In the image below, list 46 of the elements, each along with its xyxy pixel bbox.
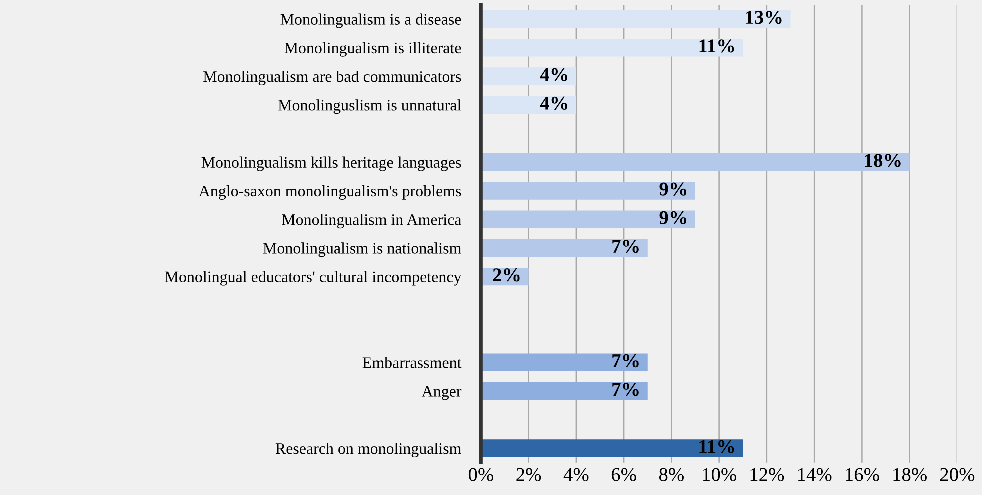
y-tick-label: Embarrassment: [362, 357, 462, 368]
bar: [481, 239, 648, 258]
bar: [481, 382, 648, 400]
y-tick-label: Anger: [422, 386, 462, 400]
x-tick-label: 4%: [564, 468, 589, 482]
x-tick-label: 18%: [894, 468, 927, 482]
bar: [481, 354, 648, 372]
y-tick-label: Monolinguslism is unnatural: [278, 100, 462, 114]
x-tick-label: 8%: [659, 468, 684, 482]
bar: [481, 39, 744, 57]
data-label: 4%: [540, 96, 568, 110]
y-tick-label: Monolingualism kills heritage languages: [202, 156, 462, 172]
bar: [481, 153, 910, 172]
data-label: 9%: [660, 211, 687, 225]
data-label: 7%: [612, 240, 639, 254]
data-label: 11%: [700, 440, 734, 454]
x-tick-label: 12%: [750, 468, 784, 482]
data-label: 9%: [660, 182, 687, 196]
data-label: 7%: [612, 383, 639, 396]
y-tick-label: Monolingualism is nationalism: [263, 242, 462, 258]
y-tick-label: Monolingualism are bad communicators: [204, 70, 462, 86]
y-tick-label: Monolingualism is a disease: [280, 14, 462, 28]
y-tick-label: Research on monolingualism: [276, 442, 462, 458]
x-tick-label: 20%: [940, 468, 975, 482]
data-label: 11%: [700, 40, 734, 53]
y-tick-label: Monolingual educators' cultural incompetency: [165, 271, 462, 286]
x-tick-label: 6%: [612, 468, 636, 482]
bar: [481, 96, 576, 114]
data-label: 7%: [612, 354, 639, 368]
x-tick-label: 14%: [798, 468, 832, 482]
data-label: 13%: [746, 11, 782, 24]
y-tick-label: Monolingualism is illiterate: [284, 42, 462, 57]
x-tick-label: 10%: [703, 468, 736, 482]
bar: [481, 210, 696, 228]
data-label: 2%: [493, 268, 520, 282]
y-tick-label: Anglo-saxon monolingualism's problems: [199, 185, 462, 200]
data-label: 4%: [540, 68, 568, 82]
x-tick-label: 0%: [468, 468, 494, 482]
bar: [481, 182, 696, 200]
bar: [481, 68, 576, 86]
data-label: 18%: [865, 154, 901, 168]
bar: [481, 10, 791, 28]
x-tick-label: 16%: [846, 468, 880, 482]
x-tick-label: 2%: [516, 468, 542, 482]
y-tick-label: Monolingualism in America: [282, 214, 462, 229]
bar: [481, 440, 744, 458]
